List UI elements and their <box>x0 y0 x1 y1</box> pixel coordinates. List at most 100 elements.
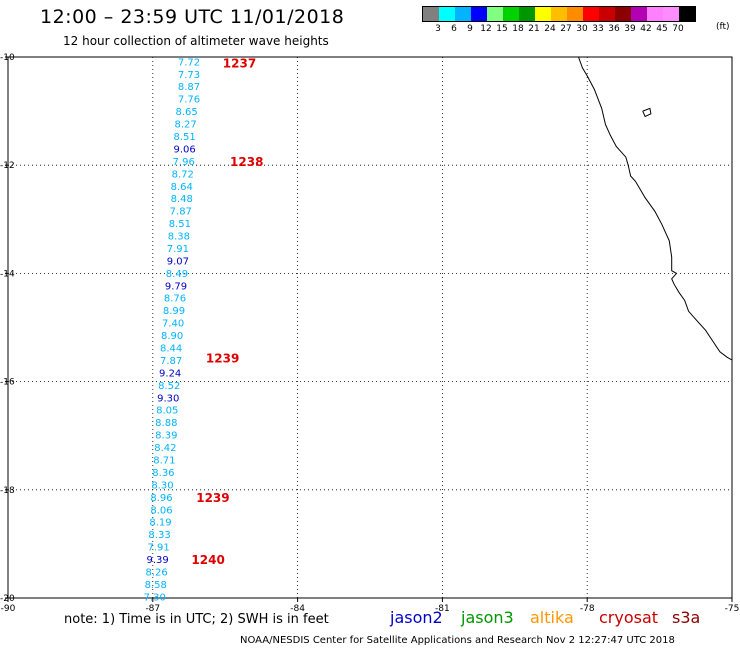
lon-tick-label: -90 <box>1 604 16 614</box>
legend-swatch <box>631 7 647 21</box>
wave-height-label: 8.72 <box>172 169 194 180</box>
lon-tick-label: -87 <box>145 604 160 614</box>
wave-height-label: 9.06 <box>174 144 196 155</box>
satellite-legend-item: altika <box>530 608 574 627</box>
lat-tick-label: -10 <box>0 53 15 63</box>
lat-tick-label: -18 <box>0 486 15 496</box>
legend-tick-labels: 3 6 9 12 15 18 21 24 27 30 33 36 39 42 45 70 <box>422 22 696 36</box>
page-subtitle: 12 hour collection of altimeter wave hei… <box>63 34 329 48</box>
legend-tick-label: 36 <box>608 24 620 34</box>
wave-height-label: 8.99 <box>163 306 185 317</box>
legend-swatch <box>519 7 535 21</box>
wave-height-label: 8.44 <box>160 344 182 355</box>
wave-height-label: 8.06 <box>150 505 172 516</box>
wave-height-label: 7.30 <box>144 592 166 603</box>
lat-tick-label: -14 <box>0 269 15 279</box>
wave-height-label: 8.19 <box>149 518 171 529</box>
wave-height-label: 9.30 <box>157 393 179 404</box>
wave-height-label: 8.39 <box>155 431 177 442</box>
wave-height-label: 8.05 <box>156 406 178 417</box>
page-title: 12:00 – 23:59 UTC 11/01/2018 <box>40 6 345 28</box>
legend-swatch <box>423 7 439 21</box>
map-frame <box>7 56 733 599</box>
wave-height-label: 7.40 <box>162 319 184 330</box>
lon-tick-label: -81 <box>435 604 450 614</box>
legend-tick-label: 12 <box>480 24 492 34</box>
legend-tick-label: 24 <box>544 24 556 34</box>
wave-height-label: 9.07 <box>167 256 189 267</box>
wave-height-label: 8.90 <box>161 331 183 342</box>
legend-tick-label: 18 <box>512 24 524 34</box>
island-outline <box>642 107 652 118</box>
wave-height-label: 7.87 <box>160 356 182 367</box>
lon-tick-label: -75 <box>725 604 740 614</box>
footer-note: note: 1) Time is in UTC; 2) SWH is in fe… <box>64 612 329 627</box>
wave-height-label: 8.64 <box>171 182 193 193</box>
satellite-legend-item: s3a <box>672 608 701 627</box>
satellite-legend-item: jason2 <box>390 608 443 627</box>
legend-tick-label: 39 <box>624 24 636 34</box>
legend-swatch <box>679 7 695 21</box>
wave-height-label: 7.91 <box>167 244 189 255</box>
legend-tick-label: 3 <box>435 24 441 34</box>
legend-tick-label: 33 <box>592 24 604 34</box>
wave-height-label: 8.58 <box>145 580 167 591</box>
wave-height-label: 8.88 <box>155 418 177 429</box>
lon-tick-label: -84 <box>290 604 305 614</box>
coastline <box>578 56 733 361</box>
wave-height-label: 8.65 <box>175 107 197 118</box>
wave-height-label: 7.76 <box>178 95 200 106</box>
legend-swatch <box>663 7 679 21</box>
footer-credit: NOAA/NESDIS Center for Satellite Applica… <box>240 635 675 646</box>
wave-height-label: 8.42 <box>154 443 176 454</box>
lon-tick-label: -78 <box>580 604 595 614</box>
wave-height-label: 8.76 <box>164 294 186 305</box>
wave-height-label: 8.49 <box>166 269 188 280</box>
wave-height-label: 8.30 <box>151 480 173 491</box>
time-label: 1238 <box>230 155 263 169</box>
legend-swatch <box>599 7 615 21</box>
legend-tick-label: 70 <box>672 24 684 34</box>
wave-height-label: 8.51 <box>174 132 196 143</box>
wave-height-label: 8.36 <box>152 468 174 479</box>
wave-height-label: 8.38 <box>168 232 190 243</box>
legend-tick-label: 9 <box>467 24 473 34</box>
legend-tick-label: 27 <box>560 24 572 34</box>
time-label: 1239 <box>196 491 229 505</box>
legend-color-bar <box>422 6 696 22</box>
time-label: 1239 <box>206 351 239 365</box>
wave-height-label: 7.73 <box>178 70 200 81</box>
color-legend: 3 6 9 12 15 18 21 24 27 30 33 36 39 42 45 70 <box>422 6 696 36</box>
legend-swatch <box>551 7 567 21</box>
satellite-legend-item: jason3 <box>461 608 514 627</box>
legend-unit: (ft) <box>716 22 730 32</box>
legend-tick-label: 21 <box>528 24 540 34</box>
wave-height-label: 7.72 <box>178 57 200 68</box>
wave-height-label: 8.48 <box>171 194 193 205</box>
legend-swatch <box>567 7 583 21</box>
wave-height-label: 8.96 <box>150 493 172 504</box>
legend-swatch <box>455 7 471 21</box>
wave-height-label: 7.87 <box>170 207 192 218</box>
legend-swatch <box>535 7 551 21</box>
time-label: 1240 <box>191 553 224 567</box>
lat-tick-label: -16 <box>0 378 15 388</box>
legend-swatch <box>439 7 455 21</box>
wave-height-label: 8.87 <box>178 82 200 93</box>
legend-swatch <box>471 7 487 21</box>
time-label: 1237 <box>223 56 256 70</box>
legend-tick-label: 30 <box>576 24 588 34</box>
wave-height-label: 7.91 <box>147 543 169 554</box>
wave-height-label: 8.27 <box>174 120 196 131</box>
legend-tick-label: 45 <box>656 24 668 34</box>
legend-swatch <box>487 7 503 21</box>
wave-height-label: 7.96 <box>173 157 195 168</box>
legend-swatch <box>583 7 599 21</box>
wave-height-label: 9.79 <box>165 281 187 292</box>
wave-height-label: 8.26 <box>146 567 168 578</box>
legend-swatch <box>503 7 519 21</box>
wave-height-label: 8.52 <box>158 381 180 392</box>
wave-height-label: 8.33 <box>148 530 170 541</box>
legend-swatch <box>615 7 631 21</box>
